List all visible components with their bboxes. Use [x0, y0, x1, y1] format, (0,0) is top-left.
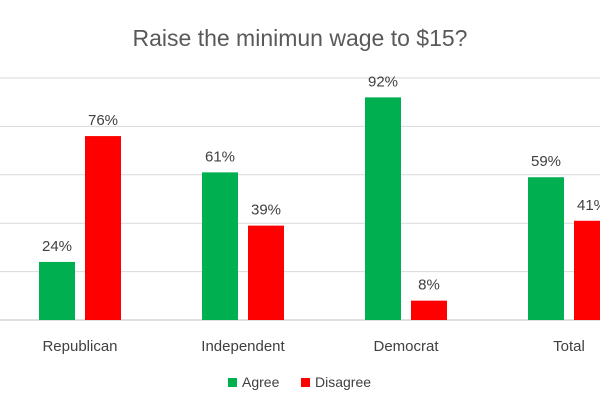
bar-democrat-agree [365, 97, 401, 320]
data-label-independent-disagree: 39% [251, 202, 281, 219]
bar-independent-disagree [248, 225, 284, 320]
legend-label-disagree: Disagree [315, 374, 371, 390]
bar-independent-agree [202, 172, 238, 320]
legend-swatch-agree [228, 378, 237, 387]
chart-title: Raise the minimun wage to $15? [133, 25, 468, 51]
category-label-republican: Republican [42, 338, 117, 355]
data-label-total-agree: 59% [531, 153, 561, 170]
data-label-democrat-agree: 92% [368, 73, 398, 90]
legend: Agree Disagree [228, 374, 371, 390]
bar-republican-disagree [85, 136, 121, 320]
data-label-republican-agree: 24% [42, 238, 72, 255]
category-label-democrat: Democrat [373, 338, 439, 355]
category-label-total: Total [553, 338, 585, 355]
legend-label-agree: Agree [242, 374, 280, 390]
category-label-independent: Independent [201, 338, 285, 355]
data-label-republican-disagree: 76% [88, 112, 118, 129]
data-label-democrat-disagree: 8% [418, 277, 440, 294]
bar-total-disagree [574, 220, 600, 320]
bar-republican-agree [39, 261, 75, 320]
bar-democrat-disagree [411, 300, 447, 320]
bars [39, 97, 600, 320]
data-label-independent-agree: 61% [205, 148, 235, 165]
legend-swatch-disagree [301, 378, 310, 387]
bar-total-agree [528, 177, 564, 320]
data-label-total-disagree: 41% [577, 197, 600, 214]
category-labels: Republican Independent Democrat Total [42, 338, 584, 355]
data-labels: 24% 76% 61% 39% 92% 8% 59% 41% [42, 73, 600, 293]
